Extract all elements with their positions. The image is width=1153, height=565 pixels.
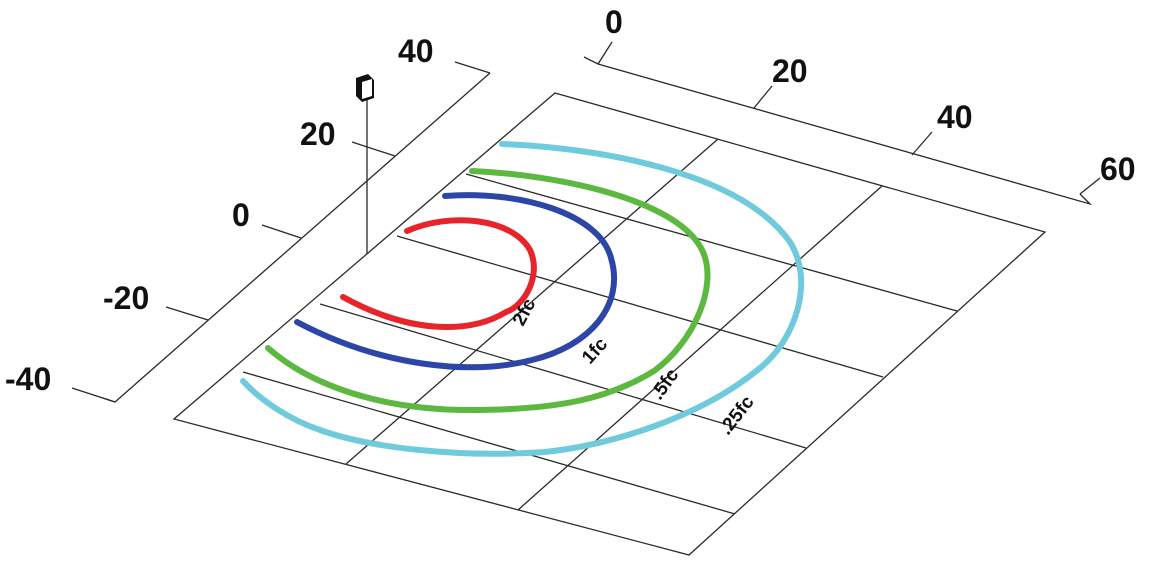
contour-labels: 2fc 1fc .5fc .25fc xyxy=(509,295,759,439)
left-tick-label-20: 20 xyxy=(300,116,336,152)
left-axis-tick-0 xyxy=(261,224,302,239)
left-axis-tick-neg40 xyxy=(71,387,116,403)
ground-grid xyxy=(172,92,1047,556)
left-tick-label-40: 40 xyxy=(398,33,434,69)
light-fixture xyxy=(356,74,374,254)
contour-2fc xyxy=(340,217,537,330)
top-axis-line xyxy=(583,56,1093,206)
grid-line-v4 xyxy=(242,371,736,515)
left-axis-tick-neg20 xyxy=(165,306,209,321)
left-axis-tick-40 xyxy=(454,61,491,74)
left-tick-label-neg20: -20 xyxy=(103,280,149,316)
left-axis-tick-20 xyxy=(351,141,396,157)
left-axis: 40 20 0 -20 -40 xyxy=(5,33,491,403)
grid-line-v1 xyxy=(465,173,958,312)
top-axis: 0 20 40 60 xyxy=(583,4,1136,206)
grid-line-u1 xyxy=(345,138,719,465)
top-tick-label-60: 60 xyxy=(1100,151,1136,187)
grid-line-v3 xyxy=(319,303,807,449)
top-tick-label-40: 40 xyxy=(937,99,973,135)
contours xyxy=(240,141,805,457)
top-tick-label-0: 0 xyxy=(605,4,623,40)
top-axis-tick-20 xyxy=(753,85,773,109)
left-tick-label-0: 0 xyxy=(232,197,250,233)
top-axis-tick-60 xyxy=(1079,177,1101,195)
left-axis-line xyxy=(102,72,491,403)
contour-1fc xyxy=(294,192,618,371)
grid-line-v2 xyxy=(396,235,884,378)
contour-0.25fc xyxy=(240,141,805,457)
contour-label-2fc: 2fc xyxy=(509,295,541,329)
grid-line-u2 xyxy=(517,185,883,511)
left-tick-label-neg40: -40 xyxy=(5,361,51,397)
contour-0.5fc xyxy=(265,168,711,413)
top-axis-tick-0 xyxy=(597,41,613,65)
top-axis-tick-40 xyxy=(911,131,933,156)
light-fixture-icon xyxy=(356,74,374,102)
top-tick-label-20: 20 xyxy=(772,53,808,89)
